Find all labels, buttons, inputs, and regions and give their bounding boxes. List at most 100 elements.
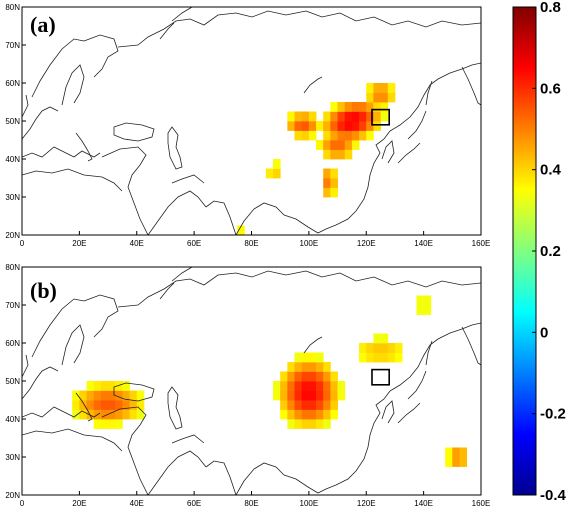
x-tick-label: 160E [472,239,491,248]
heatmap-cell [72,409,80,420]
heatmap-cell [330,390,338,401]
colorbar-ticks: 0.8 0.6 0.4 0.2 0 -0.2 -0.4 [532,0,567,504]
x-tick-label: 160E [472,499,491,508]
heatmap-cell [115,419,123,429]
heatmap-cell [452,457,460,467]
coastline [83,294,119,338]
heatmap-cell [301,381,310,391]
heatmap-cell [308,419,317,429]
heatmap-cell [373,333,381,344]
heatmap-cell [373,83,381,93]
x-tick-label: 60E [187,499,201,508]
panel-a: 0 20E 40E 60E 80E 100E 120E 140E 160E 20N 30N 40N 5… [5,3,490,248]
heatmap-cell [136,400,145,410]
heatmap-cell [129,390,138,401]
heatmap-cell [380,352,389,363]
heatmap-cell [337,140,346,150]
heatmap-cell [351,121,360,131]
heatmap-cell [351,102,360,112]
heatmap-cell [380,111,389,122]
x-tick-label: 100E [300,239,319,248]
x-tick-label: 80E [244,239,258,248]
coastline [167,386,183,430]
heatmap-cell [344,121,353,131]
heatmap-cell [294,419,303,429]
heatmap-cell [93,419,102,429]
heatmap-cell [351,111,360,122]
heatmap-cell [330,168,338,179]
coastline [31,298,85,358]
y-tick-label: 40N [5,155,20,164]
heatmap-cell [351,140,360,150]
heatmap-cell [387,83,396,93]
coastline [381,140,395,164]
coastline [283,470,357,494]
panel-b-coastlines [22,267,481,495]
heatmap-cell [115,381,123,391]
heatmap-cell [294,111,303,122]
heatmap-cell [294,362,303,372]
coastline [83,34,119,78]
heatmap-cell [265,168,274,179]
y-tick-label: 50N [5,117,20,126]
heatmap-cell [122,409,130,420]
heatmap-cell [294,390,303,401]
heatmap-cell [115,409,123,420]
heatmap-cell [280,390,288,401]
heatmap-cell [287,371,295,382]
heatmap-cell [373,352,381,363]
heatmap-cell [344,149,353,160]
heatmap-cell [86,400,95,410]
heatmap-cell [323,390,331,401]
heatmap-cell [301,371,310,382]
heatmap-cell [359,111,367,122]
x-tick-label: 0 [20,239,25,248]
y-tick-label: 70N [5,41,20,50]
heatmap-cell [129,409,138,420]
heatmap-cell [394,343,403,353]
heatmap-cell [344,140,353,150]
coastline [407,110,427,140]
coastline [397,402,421,424]
x-tick-label: 80E [244,499,258,508]
y-tick-label: 50N [5,377,20,386]
coastline [159,282,175,300]
heatmap-cell [323,121,331,131]
heatmap-cell [100,400,109,410]
heatmap-cell [366,83,374,93]
panel-b-region-box [371,368,390,386]
y-tick-label: 30N [5,453,20,462]
heatmap-cell [316,140,324,150]
heatmap-cell [100,381,109,391]
coastline [61,324,85,366]
heatmap-cell [308,400,317,410]
heatmap-cell [294,371,303,382]
heatmap-cell [287,121,295,131]
heatmap-cell [273,381,281,391]
heatmap-cell [93,381,102,391]
coastline [75,392,93,422]
heatmap-cell [86,390,95,401]
coastline [22,94,29,118]
coastline [117,10,307,48]
heatmap-cell [93,400,102,410]
heatmap-cell [323,187,331,198]
heatmap-cell [323,178,331,188]
heatmap-cell [308,381,317,391]
heatmap-cell [359,121,367,131]
heatmap-cell [287,111,295,122]
colorbar: 0.8 0.6 0.4 0.2 0 -0.2 -0.4 [512,0,567,504]
heatmap-cell [129,400,138,410]
heatmap-cell [373,343,381,353]
heatmap-cell [294,130,303,141]
heatmap-cell [301,352,310,363]
heatmap-cell [280,409,288,420]
heatmap-cell [337,111,346,122]
x-tick-label: 20E [72,239,86,248]
heatmap-cell [330,102,338,112]
heatmap-cell [359,102,367,112]
heatmap-cell [100,419,109,429]
heatmap-cell [122,400,130,410]
coastline [22,168,123,192]
y-tick-label: 60N [5,79,20,88]
